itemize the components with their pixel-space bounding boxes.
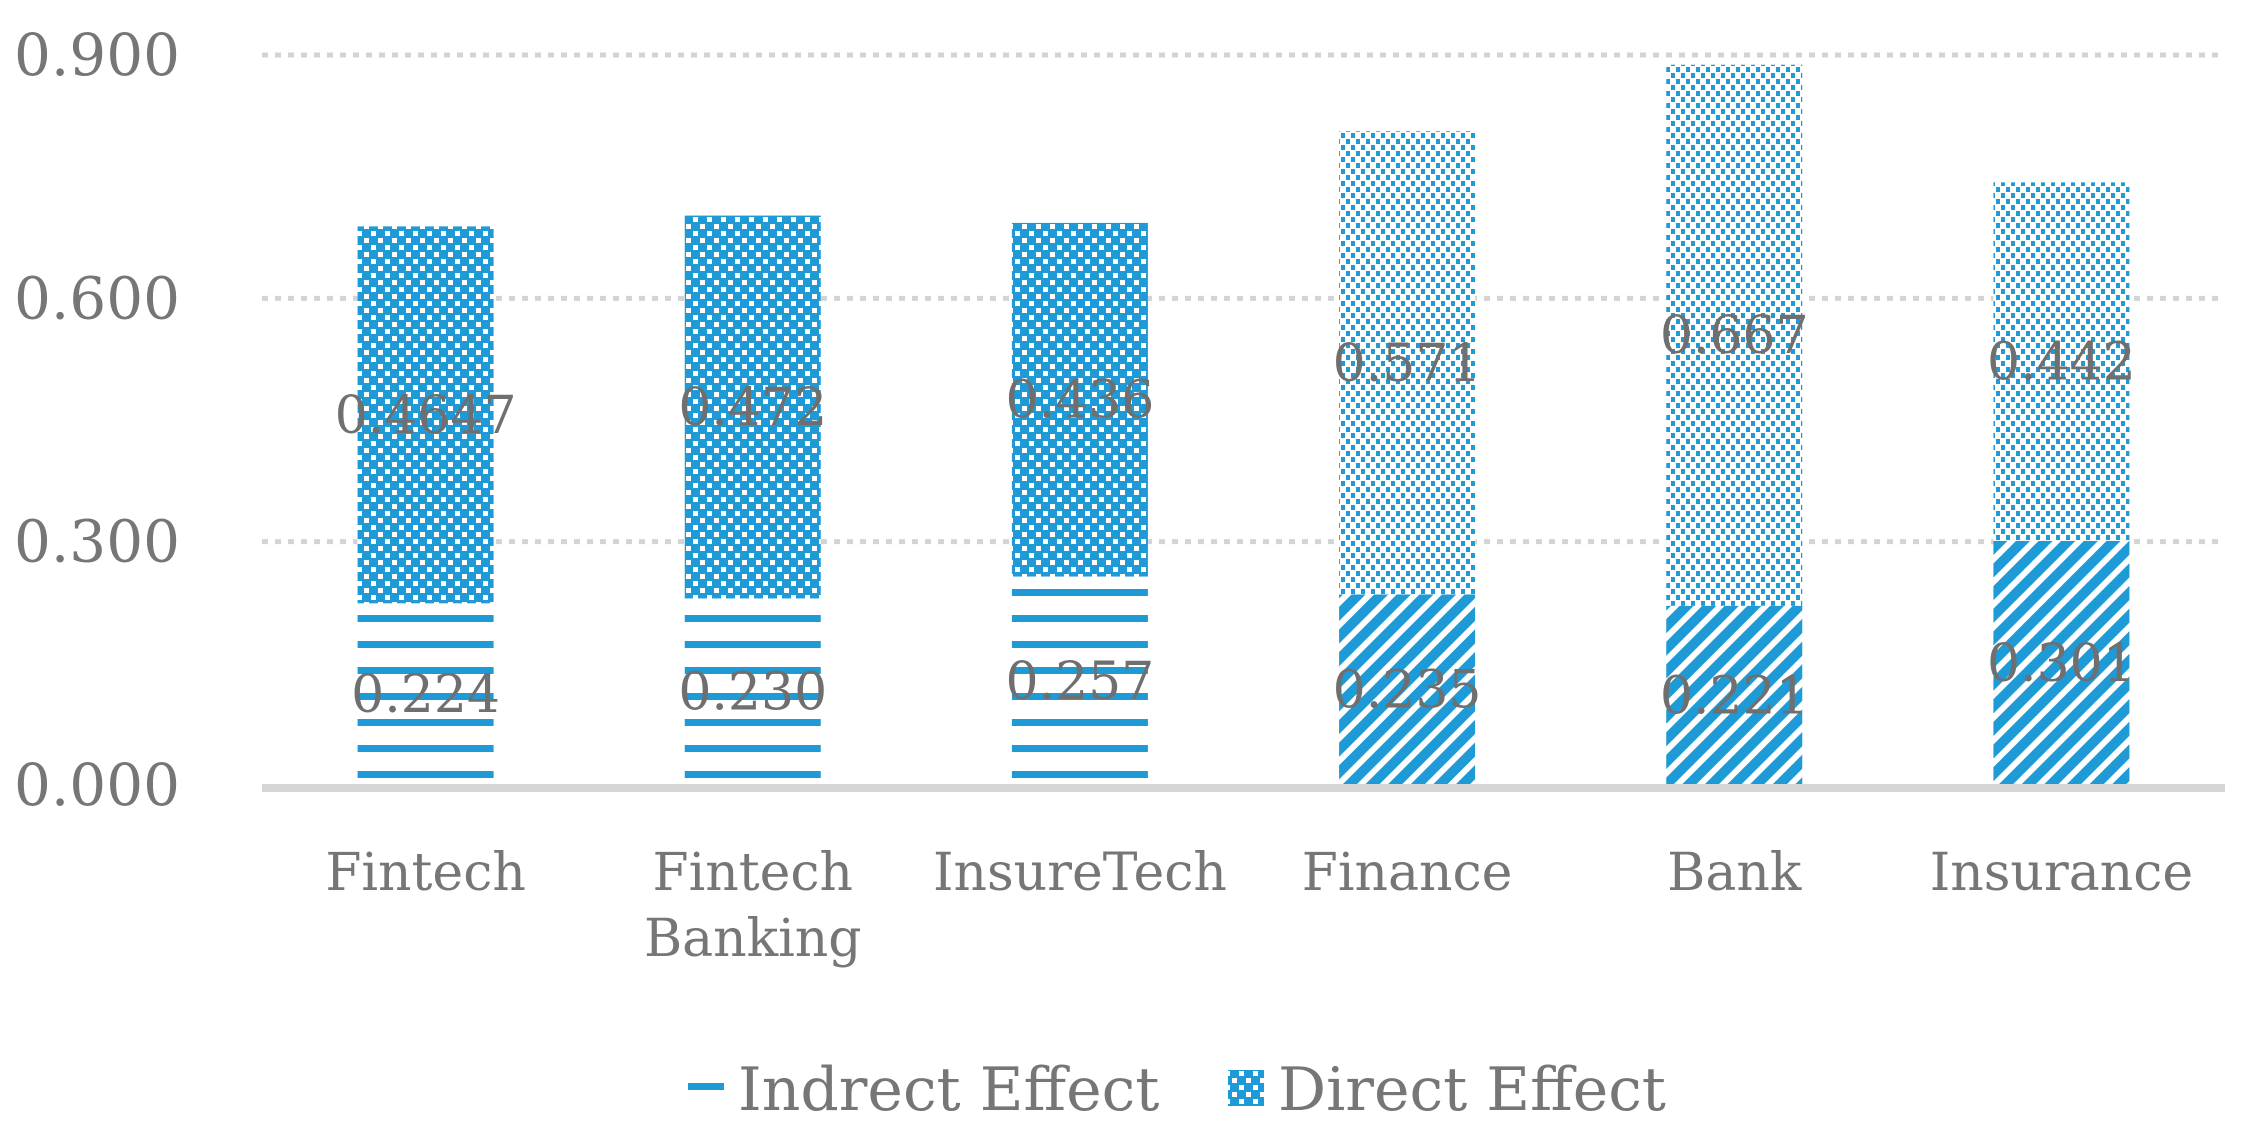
direct-effect-label: 0.4647 <box>335 386 517 446</box>
indirect-effect-bar <box>357 603 494 785</box>
x-category-label: Fintech Banking <box>644 843 862 969</box>
direct-effect-bar <box>684 215 821 599</box>
direct-effect-bar <box>1011 222 1148 577</box>
axes: 0.000 0.300 0.600 0.900 Fintech Fintech Bankin… <box>14 21 2225 969</box>
indirect-effect-bar <box>1993 540 2130 785</box>
indirect-effect-label: 0.221 <box>1660 666 1809 726</box>
data-labels: 0.224 0.4647 0.230 0.472 0.257 0.436 0.235 0.57… <box>335 306 2136 726</box>
indirect-effect-label: 0.301 <box>1987 634 2136 694</box>
direct-effect-legend-swatch <box>1228 1070 1264 1106</box>
bars <box>357 64 2130 785</box>
indirect-effect-bar <box>1011 576 1148 785</box>
x-category-label: Fintech <box>325 843 525 903</box>
direct-effect-bar <box>357 226 494 604</box>
x-category-label: InsureTech <box>933 843 1227 903</box>
direct-effect-bar <box>1993 182 2130 541</box>
x-category-label: Finance <box>1302 843 1513 903</box>
x-category-label: Insurance <box>1930 843 2193 903</box>
direct-effect-label: 0.667 <box>1660 306 1809 366</box>
indirect-effect-bar <box>1339 594 1476 785</box>
direct-effect-label: 0.472 <box>678 378 827 438</box>
direct-effect-bar <box>1666 64 1803 606</box>
indirect-effect-bar <box>684 598 821 785</box>
gridlines <box>262 52 2225 545</box>
direct-effect-label: 0.442 <box>1987 333 2136 393</box>
indirect-effect-label: 0.230 <box>678 663 827 723</box>
indirect-effect-label: 0.257 <box>1005 652 1154 712</box>
direct-effect-bar <box>1339 131 1476 595</box>
y-tick-label: 0.300 <box>14 508 180 576</box>
y-tick-label: 0.600 <box>14 264 180 332</box>
x-category-label: Bank <box>1667 843 1802 903</box>
indirect-effect-legend-swatch <box>688 1070 724 1106</box>
indirect-effect-bar <box>1666 605 1803 785</box>
direct-effect-label: 0.436 <box>1005 371 1154 431</box>
y-tick-label: 0.900 <box>14 21 180 89</box>
y-tick-label: 0.000 <box>14 751 180 819</box>
direct-effect-legend-label: Direct Effect <box>1278 1055 1666 1125</box>
direct-effect-label: 0.571 <box>1333 334 1482 394</box>
legend: Indrect Effect Direct Effect <box>688 1055 1666 1125</box>
indirect-effect-legend-label: Indrect Effect <box>738 1055 1159 1125</box>
indirect-effect-label: 0.224 <box>351 665 500 725</box>
indirect-effect-label: 0.235 <box>1333 661 1482 721</box>
